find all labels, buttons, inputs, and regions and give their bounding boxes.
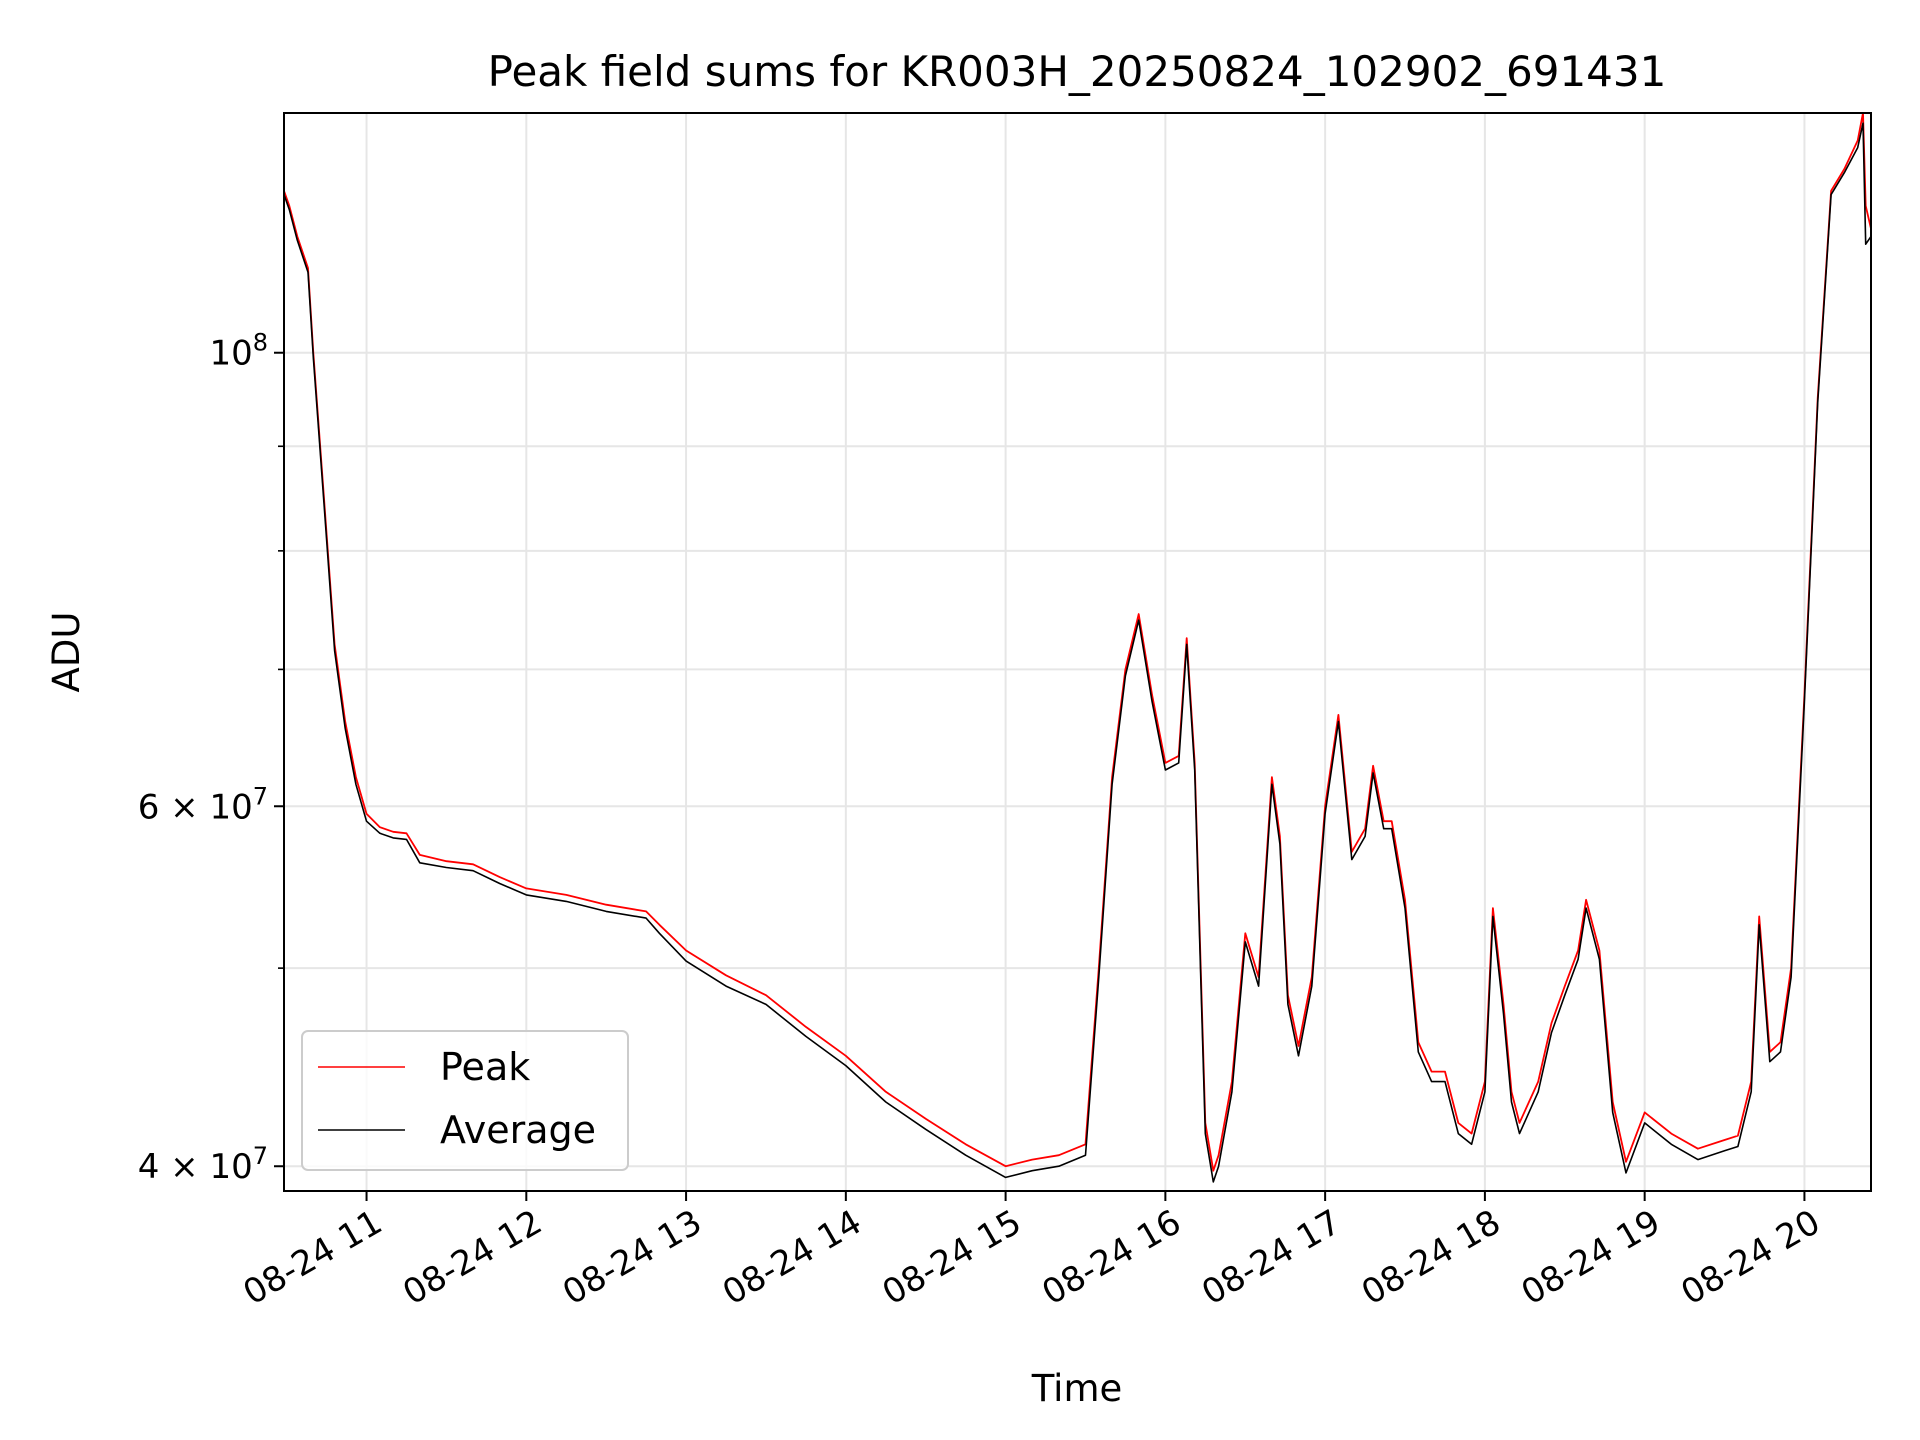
y-tick-label-base: 6 × 10 [138,787,253,827]
legend-peak-label: Peak [440,1045,530,1089]
y-tick-label-base: 4 × 10 [138,1147,253,1187]
y-tick-label-exponent: 7 [253,782,268,810]
chart-title: Peak field sums for KR003H_20250824_1029… [488,47,1667,96]
y-tick-label: 108 [209,329,268,374]
y-tick-label-exponent: 7 [253,1142,268,1170]
x-axis-label: Time [1031,1367,1123,1410]
plot-frame [283,112,1872,1192]
y-tick-label-exponent: 8 [253,329,268,357]
legend-average-label: Average [440,1108,596,1152]
grid [284,113,1871,1191]
y-tick-label-base: 10 [209,334,252,374]
y-axis-label: ADU [45,612,88,693]
y-tick-label: 4 × 107 [138,1142,268,1187]
y-tick-label: 6 × 107 [138,782,268,827]
legend-box [301,1030,629,1171]
legend: Peak Average [301,1030,629,1171]
plot-area [284,113,1871,1191]
series-layer [284,113,1871,1183]
series-line-average [284,122,1871,1183]
